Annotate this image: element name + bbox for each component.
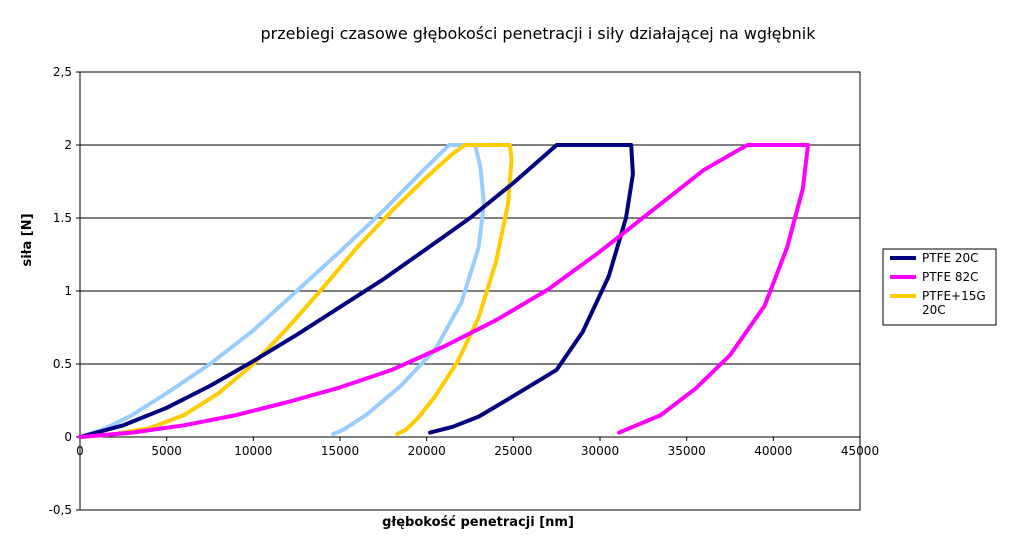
x-tick-label: 30000 <box>581 444 619 458</box>
chart-title: przebiegi czasowe głębokości penetracji … <box>261 24 817 43</box>
series-line-2 <box>78 143 514 439</box>
x-tick-label: 5000 <box>151 444 182 458</box>
x-tick-label: 45000 <box>841 444 879 458</box>
x-tick-label: 40000 <box>754 444 792 458</box>
y-axis-title: siła [N] <box>20 213 35 266</box>
x-tick-label: 20000 <box>408 444 446 458</box>
x-tick-label: 25000 <box>494 444 532 458</box>
x-axis-title: głębokość penetracji [nm] <box>382 515 574 530</box>
legend-label: PTFE+15G 20C <box>922 289 986 317</box>
y-tick-label: 2,5 <box>53 65 72 79</box>
x-tick-label: 15000 <box>321 444 359 458</box>
legend-box <box>882 248 997 326</box>
series-line-1 <box>78 143 486 439</box>
y-tick-label: 2 <box>64 138 72 152</box>
legend: PTFE 20C PTFE 82C PTFE+15G 20C <box>882 248 997 326</box>
y-tick-label: 1.5 <box>53 211 72 225</box>
x-tick-labels: 0 5000 10000 15000 20000 25000 30000 35000 40000… <box>76 437 879 458</box>
x-tick-label: 35000 <box>668 444 706 458</box>
legend-label: PTFE 82C <box>922 270 979 284</box>
series-line-3 <box>78 143 635 439</box>
y-tick-label: 0 <box>64 430 72 444</box>
legend-label: PTFE 20C <box>922 251 979 265</box>
x-tick-label: 0 <box>76 444 84 458</box>
series-line-4 <box>78 143 810 439</box>
x-tick-label: 10000 <box>234 444 272 458</box>
y-tick-label: 1 <box>64 284 72 298</box>
y-tick-label: 0.5 <box>53 357 72 371</box>
y-tick-label: -0,5 <box>49 503 72 517</box>
series-lines <box>78 143 810 439</box>
